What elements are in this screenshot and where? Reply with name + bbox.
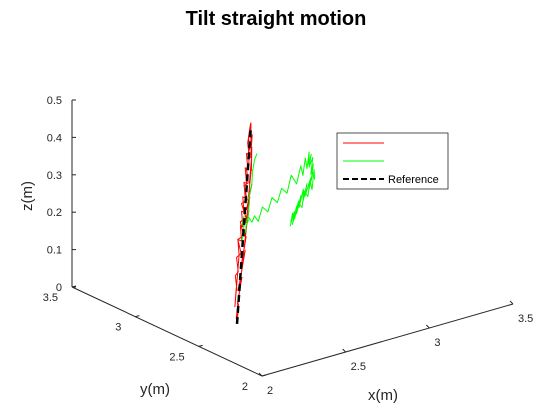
- y-axis-label: y(m): [140, 381, 170, 398]
- chart-title: Tilt straight motion: [186, 8, 367, 30]
- z-tick-label: 0.5: [47, 95, 62, 107]
- z-axis-label: z(m): [19, 181, 36, 211]
- plot-area: [234, 122, 315, 324]
- legend: Reference: [336, 132, 449, 190]
- x-tick-label: 3.5: [518, 313, 533, 325]
- x-tick-label: 2: [267, 385, 273, 397]
- y-tick-label: 3.5: [43, 292, 58, 304]
- z-tick-label: 0.4: [47, 132, 62, 144]
- x-tick-label: 2.5: [351, 361, 366, 373]
- axes: 0 0.1 0.2 0.3 0.4 0.5 2 2.5 3 3.5 2 2.5 3 3.5: [43, 95, 534, 397]
- y-tick-mark: [135, 315, 140, 318]
- z-tick-label: 0.2: [47, 207, 62, 219]
- y-tick-mark: [261, 374, 267, 377]
- x-tick-mark: [509, 300, 514, 305]
- y-axis-line: [71, 286, 263, 377]
- z-tick-label: 0: [56, 282, 62, 294]
- axis-ticks: 0 0.1 0.2 0.3 0.4 0.5 2 2.5 3 3.5 2 2.5 3 3.5: [43, 95, 534, 397]
- y-tick-label: 2.5: [169, 351, 184, 363]
- z-tick-label: 0.3: [47, 170, 62, 182]
- x-tick-mark: [425, 324, 430, 329]
- x-tick-label: 3: [434, 337, 440, 349]
- x-axis-line: [261, 303, 514, 377]
- y-tick-mark: [198, 344, 203, 347]
- z-tick-label: 0.1: [47, 245, 62, 257]
- legend-label-reference: Reference: [388, 174, 439, 186]
- x-tick-mark: [258, 372, 263, 377]
- x-axis-label: x(m): [368, 387, 398, 404]
- y-tick-mark: [71, 285, 77, 288]
- y-tick-label: 3: [115, 322, 121, 334]
- x-tick-mark: [342, 348, 347, 353]
- y-tick-label: 2: [242, 381, 248, 393]
